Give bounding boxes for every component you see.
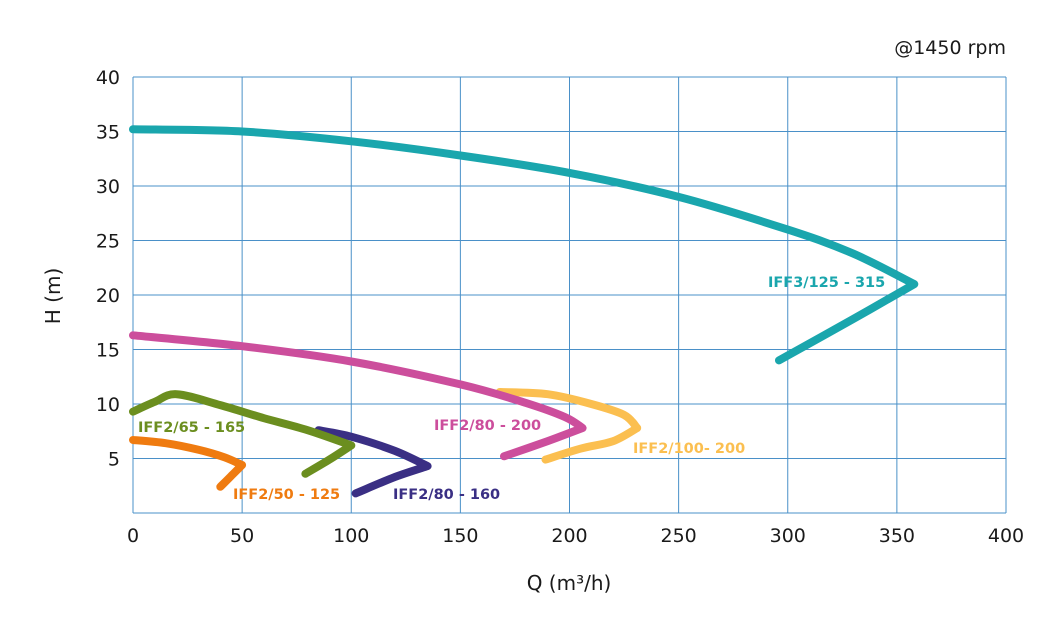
x-tick-label: 200 [551, 525, 587, 547]
rpm-annotation: @1450 rpm [894, 37, 1006, 59]
series-label: IFF2/80 - 200 [434, 418, 541, 434]
x-tick-label: 150 [442, 525, 478, 547]
y-tick-label: 35 [96, 122, 120, 144]
y-tick-label: 20 [96, 285, 120, 307]
x-tick-label: 100 [333, 525, 369, 547]
y-tick-label: 30 [96, 176, 120, 198]
series-label: IFF2/65 - 165 [138, 420, 245, 436]
curve-labels: IFF3/125 - 315 IFF2/100- 200 IFF2/80 - 200… [138, 275, 885, 503]
y-tick-label: 40 [96, 67, 120, 89]
series-line [129, 390, 356, 478]
series-label: IFF3/125 - 315 [768, 275, 885, 291]
series-line [129, 331, 587, 461]
series-line [495, 388, 642, 464]
y-tick-label: 25 [96, 231, 120, 253]
x-tick-label: 50 [230, 525, 254, 547]
x-axis-label: Q (m³/h) [527, 571, 612, 595]
series-label: IFF2/50 - 125 [233, 487, 340, 503]
y-tick-label: 15 [96, 340, 120, 362]
series-line [129, 125, 919, 365]
y-axis-label: H (m) [41, 268, 65, 324]
y-tick-label: 10 [96, 394, 120, 416]
series-line [129, 436, 247, 491]
y-tick-label: 5 [108, 449, 120, 471]
x-tick-label: 0 [127, 525, 139, 547]
x-tick-label: 400 [988, 525, 1024, 547]
tick-labels: 0 50 100 150 200 250 300 350 400 5 10 15 20 25 30 35 40 [96, 67, 1024, 547]
grid-lines [132, 76, 1007, 514]
x-tick-label: 250 [660, 525, 696, 547]
performance-curves [129, 125, 919, 498]
x-tick-label: 350 [879, 525, 915, 547]
x-tick-label: 300 [770, 525, 806, 547]
series-line [314, 426, 432, 498]
series-label: IFF2/80 - 160 [393, 487, 500, 503]
series-label: IFF2/100- 200 [633, 441, 745, 457]
